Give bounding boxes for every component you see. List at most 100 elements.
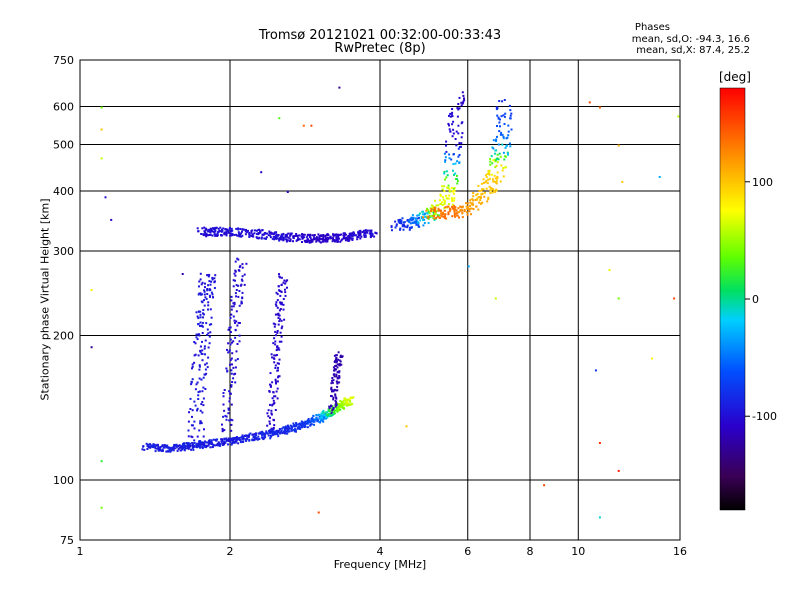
data-point xyxy=(406,226,409,229)
data-point xyxy=(333,412,336,415)
data-point xyxy=(509,117,512,120)
data-point xyxy=(492,180,495,183)
data-point xyxy=(225,440,228,442)
data-point xyxy=(496,114,499,117)
data-point xyxy=(199,420,202,423)
data-point xyxy=(423,213,425,216)
data-point xyxy=(454,138,457,140)
data-point xyxy=(325,415,328,418)
data-point xyxy=(227,412,230,415)
data-point xyxy=(196,333,199,336)
data-point xyxy=(276,299,279,302)
data-point xyxy=(451,203,454,206)
data-point xyxy=(284,234,287,236)
data-point xyxy=(337,236,340,239)
data-point xyxy=(200,353,203,355)
data-point xyxy=(317,414,320,417)
data-point xyxy=(230,308,233,311)
data-point xyxy=(235,227,238,230)
data-point xyxy=(451,108,454,110)
data-point xyxy=(148,445,151,448)
data-point xyxy=(238,304,241,307)
data-point xyxy=(271,433,274,436)
data-point xyxy=(294,429,297,432)
data-point xyxy=(309,237,312,240)
data-point xyxy=(199,446,202,449)
data-point xyxy=(484,191,486,194)
data-point xyxy=(457,211,460,214)
data-point xyxy=(339,408,342,411)
data-point xyxy=(399,220,402,223)
data-point xyxy=(482,181,485,184)
data-point xyxy=(229,227,231,229)
data-point xyxy=(256,232,258,235)
data-point xyxy=(410,217,413,219)
data-point xyxy=(272,431,275,434)
data-point xyxy=(469,199,472,202)
data-point xyxy=(197,310,200,313)
data-point xyxy=(201,401,204,403)
data-point xyxy=(216,438,219,441)
data-point xyxy=(179,449,182,452)
data-point xyxy=(479,199,482,202)
data-point xyxy=(456,214,459,217)
data-point xyxy=(272,399,275,402)
data-point xyxy=(225,231,228,234)
data-point xyxy=(238,235,241,238)
data-point xyxy=(357,234,360,237)
data-point xyxy=(390,226,393,229)
data-point xyxy=(104,196,107,199)
data-point xyxy=(486,172,489,175)
data-point xyxy=(279,276,282,279)
data-point xyxy=(238,322,241,324)
data-point xyxy=(90,346,93,349)
data-point xyxy=(351,239,354,241)
data-point xyxy=(241,275,244,278)
y-tick-label: 300 xyxy=(53,245,74,258)
data-point xyxy=(505,166,507,169)
data-point xyxy=(227,439,230,442)
data-point xyxy=(305,422,308,425)
data-point xyxy=(307,418,310,420)
data-point xyxy=(318,235,321,238)
data-point xyxy=(478,196,481,199)
data-point xyxy=(322,413,325,416)
data-point xyxy=(437,204,440,207)
data-point xyxy=(330,388,333,391)
data-point xyxy=(331,409,334,412)
plot-frame xyxy=(79,59,681,541)
data-point xyxy=(335,397,338,400)
data-point xyxy=(503,123,506,125)
data-point xyxy=(231,381,234,383)
data-point xyxy=(450,113,453,116)
data-point xyxy=(337,351,340,354)
x-tick-label: 16 xyxy=(673,545,687,558)
data-point xyxy=(234,438,237,441)
data-point xyxy=(265,430,268,433)
data-point xyxy=(362,229,365,232)
data-point xyxy=(462,100,465,103)
data-point xyxy=(422,224,425,227)
data-point xyxy=(496,161,499,164)
data-point xyxy=(322,418,325,421)
data-point xyxy=(213,277,216,280)
data-point xyxy=(286,279,289,282)
data-point xyxy=(257,435,260,438)
data-point xyxy=(301,233,303,236)
data-point xyxy=(312,420,315,423)
data-point xyxy=(266,424,269,427)
x-tick-label: 4 xyxy=(377,545,384,558)
data-point xyxy=(191,378,194,381)
data-point xyxy=(442,198,445,201)
data-point xyxy=(501,100,504,103)
data-point xyxy=(290,427,293,430)
data-point xyxy=(304,420,307,423)
data-point xyxy=(197,230,200,233)
data-point xyxy=(208,323,211,326)
data-point xyxy=(244,228,247,231)
data-point xyxy=(305,236,308,239)
data-point xyxy=(267,409,270,412)
data-point xyxy=(245,439,247,442)
data-point xyxy=(342,400,345,403)
data-point xyxy=(236,234,239,237)
